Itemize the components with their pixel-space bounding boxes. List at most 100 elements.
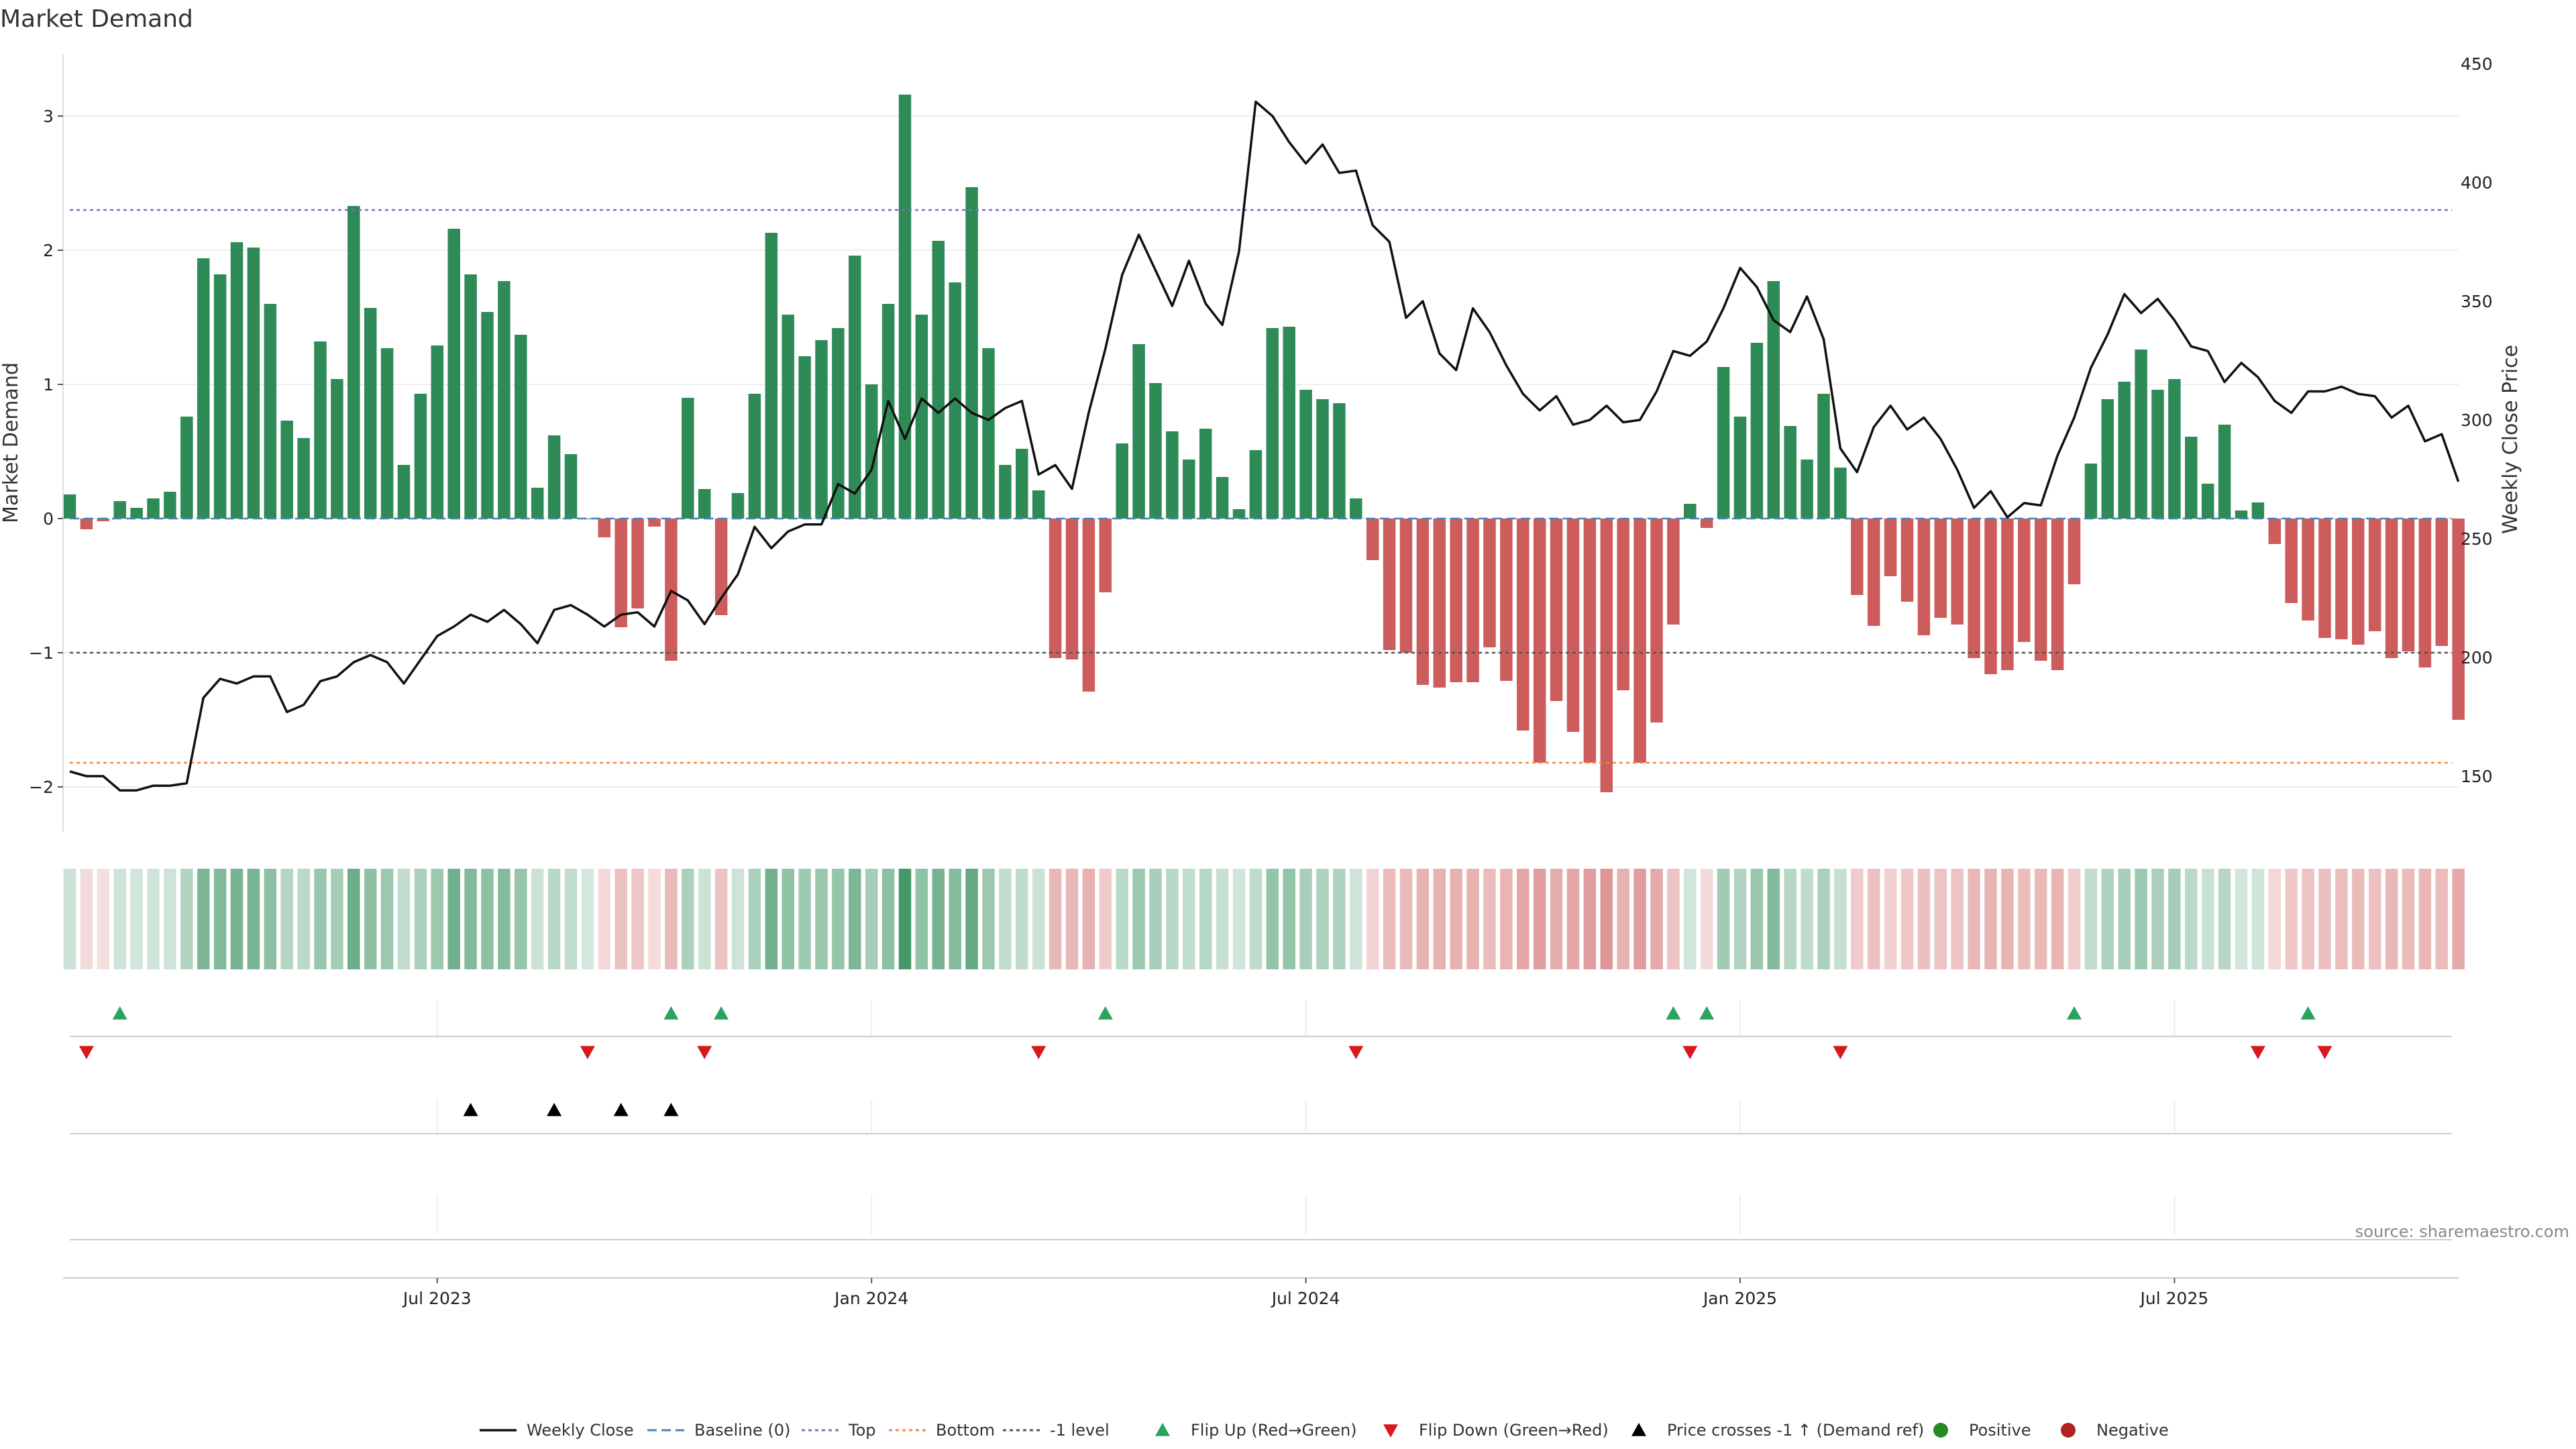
demand-bar <box>1733 417 1747 519</box>
demand-bar <box>832 328 845 519</box>
heat-cell <box>815 869 828 969</box>
heat-cell <box>331 869 343 969</box>
heat-cell <box>1968 869 1980 969</box>
axes: 3 2 1 0 −1 −2 450 400 350 300 250 200 150 Jul 2023 Jan… <box>29 54 2493 1308</box>
heat-cell <box>97 869 110 969</box>
demand-bar <box>1216 477 1229 519</box>
demand-heat-strip <box>63 869 2465 969</box>
demand-bar <box>481 312 494 519</box>
demand-bar <box>197 258 210 519</box>
demand-bar <box>297 438 310 519</box>
demand-bar <box>1166 431 1179 519</box>
heat-cell <box>397 869 411 969</box>
demand-bar <box>431 345 444 519</box>
demand-bar <box>1550 519 1563 701</box>
demand-bar <box>2235 511 2248 519</box>
heat-cell <box>297 869 310 969</box>
x-tick-label: Jul 2023 <box>402 1289 472 1308</box>
heat-cell <box>180 869 193 969</box>
demand-bar <box>2402 519 2415 651</box>
flip-down-marker <box>580 1046 595 1059</box>
demand-bar <box>731 493 745 519</box>
heat-cell <box>2018 869 2031 969</box>
heat-cell <box>765 869 778 969</box>
heat-cell <box>999 869 1012 969</box>
heat-cell <box>2001 869 2014 969</box>
heat-cell <box>547 869 561 969</box>
demand-bar <box>2435 519 2449 646</box>
demand-bar <box>1517 519 1529 731</box>
demand-bar <box>1416 519 1430 685</box>
heat-cell <box>2352 869 2365 969</box>
legend-label: Top <box>848 1421 876 1440</box>
heat-cell <box>364 869 377 969</box>
heat-cell <box>564 869 578 969</box>
heat-cell <box>2051 869 2064 969</box>
right-tick-label: 150 <box>2461 767 2493 786</box>
demand-bar <box>2268 519 2282 544</box>
demand-bar <box>849 256 861 519</box>
price-cross-marker <box>547 1103 562 1116</box>
demand-bar <box>1366 519 1379 560</box>
heat-cell <box>1183 869 1195 969</box>
heat-cell <box>515 869 527 969</box>
legend-item: Negative <box>2061 1421 2169 1440</box>
demand-bar <box>915 315 928 519</box>
legend-item: Flip Down (Green→Red) <box>1383 1421 1609 1440</box>
legend-swatch-dot <box>2061 1423 2076 1438</box>
source-note: source: sharemaestro.com <box>2355 1222 2569 1241</box>
heat-cell <box>1065 869 1079 969</box>
heat-cell <box>2302 869 2314 969</box>
heat-cell <box>949 869 961 969</box>
demand-bar <box>1016 449 1028 519</box>
flip-up-marker <box>714 1006 729 1020</box>
heat-cell <box>1032 869 1045 969</box>
event-markers <box>78 1006 2332 1116</box>
demand-bar <box>1750 343 1764 519</box>
flip-down-marker <box>1833 1046 1848 1059</box>
reference-lines <box>70 209 2452 764</box>
demand-bar <box>2101 399 2114 519</box>
demand-bar <box>965 187 978 519</box>
price-cross-marker <box>613 1103 629 1116</box>
heat-cell <box>1851 869 1864 969</box>
heat-cell <box>1650 869 1663 969</box>
heat-cell <box>1216 869 1229 969</box>
legend-item: Weekly Close <box>480 1421 634 1440</box>
heat-cell <box>113 869 126 969</box>
heat-cell <box>614 869 627 969</box>
heat-cell <box>2418 869 2432 969</box>
flip-down-marker <box>1031 1046 1046 1059</box>
demand-bar <box>414 394 427 519</box>
demand-bar <box>614 519 627 627</box>
right-tick-label: 400 <box>2461 173 2493 193</box>
heat-cell <box>1934 869 1947 969</box>
demand-bar <box>1667 519 1680 625</box>
left-tick-label: −2 <box>29 777 54 797</box>
heat-cell <box>1049 869 1062 969</box>
heat-cell <box>1232 869 1246 969</box>
heat-cell <box>1900 869 1914 969</box>
demand-bar <box>1867 519 1880 626</box>
heat-cell <box>1884 869 1897 969</box>
legend-swatch-triangle-down <box>1383 1424 1398 1438</box>
heat-cell <box>2318 869 2331 969</box>
legend-label: -1 level <box>1050 1421 1110 1440</box>
demand-bar <box>1266 328 1279 519</box>
heat-cell <box>80 869 93 969</box>
heat-cell <box>1566 869 1580 969</box>
demand-bar <box>2368 519 2381 631</box>
heat-cell <box>1283 869 1295 969</box>
demand-bar <box>364 308 377 519</box>
heat-cell <box>1249 869 1263 969</box>
heat-cell <box>147 869 160 969</box>
heat-cell <box>314 869 327 969</box>
heat-cell <box>1266 869 1279 969</box>
demand-bar <box>1684 504 1697 519</box>
demand-bar <box>1433 519 1446 688</box>
demand-bar <box>932 241 945 519</box>
right-tick-label: 350 <box>2461 292 2493 311</box>
legend-item: Baseline (0) <box>647 1421 790 1440</box>
demand-bar <box>1032 490 1045 519</box>
demand-bar <box>665 519 678 661</box>
